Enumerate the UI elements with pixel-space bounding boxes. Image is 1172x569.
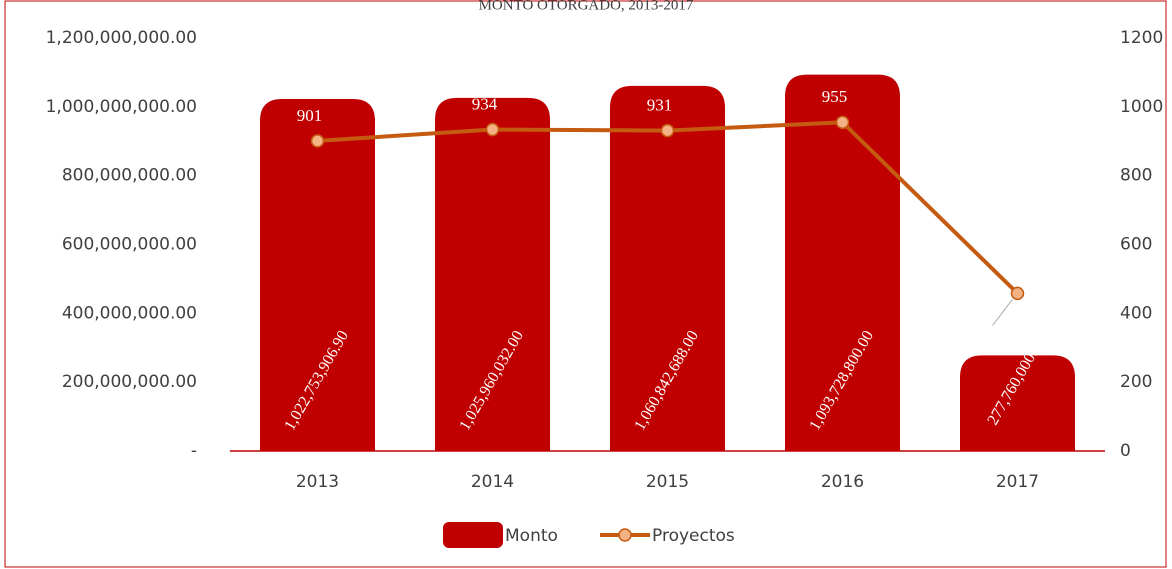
y-tick-label: 200,000,000.00 <box>62 372 197 392</box>
line-marker <box>310 134 325 148</box>
leader-line <box>992 299 1013 326</box>
x-tick-label: 2013 <box>296 472 339 492</box>
line-marker <box>835 115 850 130</box>
y-tick-label: 1,200,000,000.00 <box>46 28 197 48</box>
bar <box>785 74 900 451</box>
bar <box>960 355 1075 451</box>
legend-label: Monto <box>505 526 558 546</box>
y2-tick-label: 1200 <box>1120 28 1163 48</box>
line-marker <box>660 123 675 138</box>
x-tick-label: 2017 <box>996 472 1039 492</box>
y-tick-label: 800,000,000.00 <box>62 166 197 186</box>
bar <box>260 99 375 451</box>
y2-tick-label: 0 <box>1120 441 1131 461</box>
y-tick-label: 400,000,000.00 <box>62 303 197 323</box>
x-tick-label: 2014 <box>471 472 514 492</box>
legend-marker <box>618 528 632 542</box>
chart-border <box>4 0 1167 568</box>
x-tick-label: 2016 <box>821 472 864 492</box>
line-value-label: 955 <box>822 87 848 106</box>
y2-tick-label: 200 <box>1120 372 1152 392</box>
line-value-label: 458 <box>973 332 999 351</box>
x-tick-label: 2015 <box>646 472 689 492</box>
line-value-label: 901 <box>297 106 323 125</box>
y2-tick-label: 400 <box>1120 303 1152 323</box>
line-marker <box>485 122 500 137</box>
legend-swatch <box>443 522 503 548</box>
bar <box>435 97 550 452</box>
y-tick-label: - <box>191 441 197 461</box>
legend-label: Proyectos <box>652 526 735 546</box>
y2-tick-label: 600 <box>1120 235 1152 255</box>
y-tick-label: 1,000,000,000.00 <box>46 97 197 117</box>
y2-tick-label: 800 <box>1120 166 1152 186</box>
line-marker <box>1010 286 1025 301</box>
chart-title: MONTO OTORGADO, 2013-2017 <box>479 0 694 13</box>
y-tick-label: 600,000,000.00 <box>62 235 197 255</box>
line-value-label: 931 <box>647 95 673 114</box>
y2-tick-label: 1000 <box>1120 97 1163 117</box>
bar <box>610 85 725 451</box>
line-value-label: 934 <box>472 94 498 113</box>
